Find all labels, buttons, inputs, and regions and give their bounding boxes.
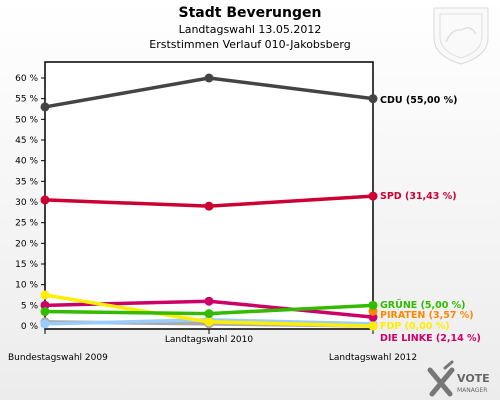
logo-subtext: MANAGER <box>457 387 487 394</box>
data-point <box>40 307 50 317</box>
end-label-fdp: FDP (0,00 %) <box>380 321 450 332</box>
y-tick-label: 50 % <box>15 115 38 125</box>
data-point <box>204 296 214 306</box>
chart-subtitle-date: Landtagswahl 13.05.2012 <box>179 23 322 36</box>
end-label-piraten: PIRATEN (3,57 %) <box>380 310 474 321</box>
y-tick-label: 0 % <box>21 322 39 332</box>
y-axis: 0 % 5 % 10 % 15 % 20 % 25 % 30 % 35 % 40 % 45 % 50… <box>15 74 45 332</box>
data-point <box>368 300 378 310</box>
x-tick-label: Landtagswahl 2012 <box>329 353 417 363</box>
x-axis: Bundestagswahl 2009 Landtagswahl 2010 Land… <box>8 329 417 363</box>
end-label-grüne: GRÜNE (5,00 %) <box>380 300 466 311</box>
y-tick-label: 35 % <box>15 177 38 187</box>
data-point <box>204 317 214 327</box>
y-tick-label: 25 % <box>15 219 38 229</box>
series-layer <box>40 73 378 331</box>
y-tick-label: 20 % <box>15 239 38 249</box>
data-point <box>204 73 214 83</box>
y-tick-label: 40 % <box>15 157 38 167</box>
data-point <box>40 290 50 300</box>
y-tick-label: 10 % <box>15 281 38 291</box>
x-tick-label: Landtagswahl 2010 <box>165 335 254 345</box>
coat-of-arms-icon <box>433 7 489 65</box>
data-point <box>204 201 214 211</box>
y-tick-label: 30 % <box>15 198 38 208</box>
plot-area <box>44 61 374 330</box>
chart-title: Stadt Beverungen <box>179 5 322 21</box>
end-label-cdu: CDU (55,00 %) <box>380 95 457 106</box>
end-label-spd: SPD (31,43 %) <box>380 191 457 202</box>
data-point <box>40 195 50 205</box>
data-point <box>40 102 50 112</box>
y-tick-label: 5 % <box>21 301 39 311</box>
y-tick-label: 55 % <box>15 95 38 105</box>
data-point <box>40 300 50 310</box>
y-tick-label: 15 % <box>15 260 38 270</box>
y-tick-label: 60 % <box>15 74 38 84</box>
end-label-die-linke: DIE LINKE (2,14 %) <box>380 333 481 344</box>
vote-manager-logo: VOTE MANAGER <box>427 360 490 397</box>
y-tick-label: 45 % <box>15 136 38 146</box>
logo-text: VOTE <box>457 372 490 385</box>
series-grüne <box>40 300 378 319</box>
series-cdu <box>40 73 378 112</box>
x-mark-icon <box>427 360 455 397</box>
chart-subtitle-district: Erststimmen Verlauf 010-Jakobsberg <box>149 38 350 51</box>
end-labels: CDU (55,00 %) SPD (31,43 %) GRÜNE (5,00 %)… <box>380 95 481 344</box>
data-point <box>368 94 378 104</box>
series-spd <box>40 191 378 211</box>
data-point <box>368 191 378 201</box>
series-fdp <box>40 290 378 331</box>
data-point <box>204 309 214 319</box>
data-point <box>40 319 50 329</box>
data-point <box>368 321 378 331</box>
x-tick-label: Bundestagswahl 2009 <box>8 353 108 363</box>
